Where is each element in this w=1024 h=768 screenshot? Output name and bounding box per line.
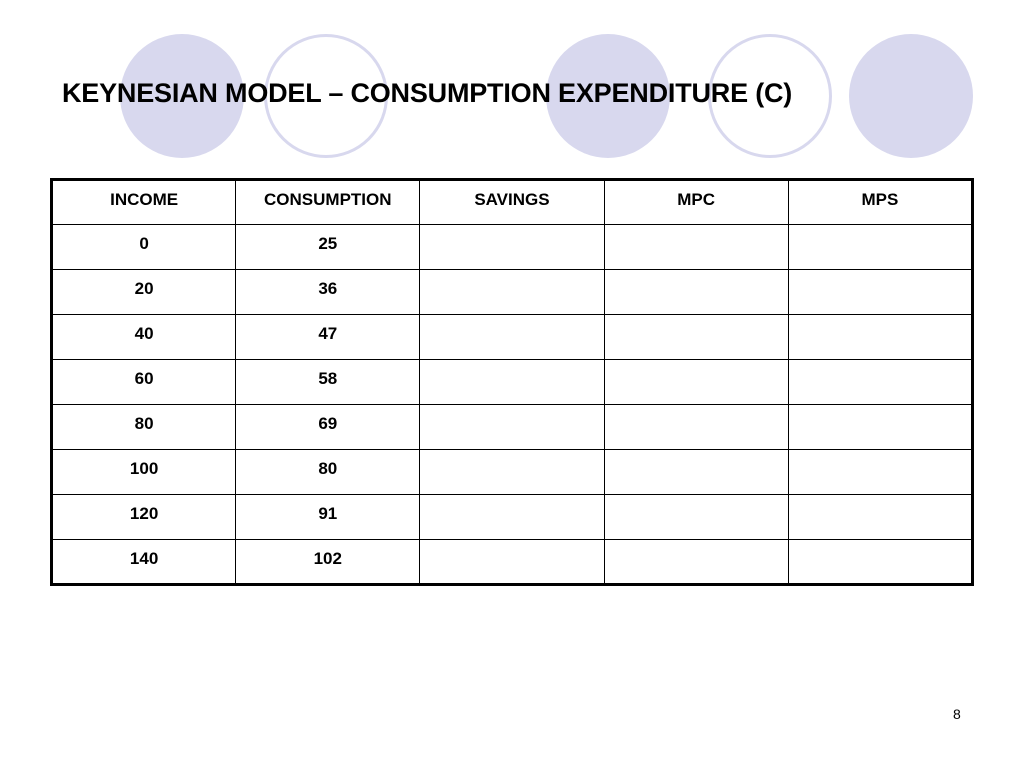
income-cell: 140 [50,539,237,585]
column-header-mpc: MPC [603,179,789,225]
consumption-cell: 69 [235,404,421,450]
mps-cell [787,269,974,315]
consumption-cell: 91 [235,494,421,540]
column-header-consumption: CONSUMPTION [235,179,421,225]
table-row: 140 102 [50,539,974,585]
mpc-cell [603,539,789,585]
mpc-cell [603,404,789,450]
savings-cell [419,404,605,450]
consumption-cell: 80 [235,449,421,495]
column-header-income: INCOME [50,179,237,225]
decorative-circle-ring [264,34,388,158]
savings-cell [419,269,605,315]
consumption-cell: 102 [235,539,421,585]
column-header-savings: SAVINGS [419,179,605,225]
mps-cell [787,449,974,495]
mpc-cell [603,359,789,405]
consumption-cell: 58 [235,359,421,405]
savings-cell [419,359,605,405]
decorative-circle-filled [546,34,670,158]
slide-title: KEYNESIAN MODEL – CONSUMPTION EXPENDITUR… [62,78,793,108]
mps-cell [787,539,974,585]
table-row: 0 25 [50,224,974,270]
mps-cell [787,224,974,270]
income-cell: 60 [50,359,237,405]
page-number: 8 [953,706,961,722]
table-row: 20 36 [50,269,974,315]
column-header-mps: MPS [787,179,974,225]
mpc-cell [603,224,789,270]
savings-cell [419,449,605,495]
mpc-cell [603,314,789,360]
mps-cell [787,404,974,450]
table-row: 100 80 [50,449,974,495]
income-cell: 120 [50,494,237,540]
table-row: 80 69 [50,404,974,450]
consumption-cell: 25 [235,224,421,270]
mpc-cell [603,269,789,315]
income-cell: 20 [50,269,237,315]
income-cell: 40 [50,314,237,360]
savings-cell [419,539,605,585]
income-cell: 0 [50,224,237,270]
decorative-circle-ring [708,34,832,158]
table-header-row: INCOME CONSUMPTION SAVINGS MPC MPS [50,179,974,225]
table-row: 120 91 [50,494,974,540]
mps-cell [787,494,974,540]
consumption-table: INCOME CONSUMPTION SAVINGS MPC MPS 0 25 … [50,178,974,586]
mpc-cell [603,449,789,495]
income-cell: 80 [50,404,237,450]
income-cell: 100 [50,449,237,495]
mps-cell [787,359,974,405]
decorative-circle-filled [849,34,973,158]
mpc-cell [603,494,789,540]
table-row: 40 47 [50,314,974,360]
consumption-cell: 47 [235,314,421,360]
decorative-circle-filled [120,34,244,158]
consumption-cell: 36 [235,269,421,315]
mps-cell [787,314,974,360]
savings-cell [419,224,605,270]
savings-cell [419,314,605,360]
savings-cell [419,494,605,540]
table-row: 60 58 [50,359,974,405]
